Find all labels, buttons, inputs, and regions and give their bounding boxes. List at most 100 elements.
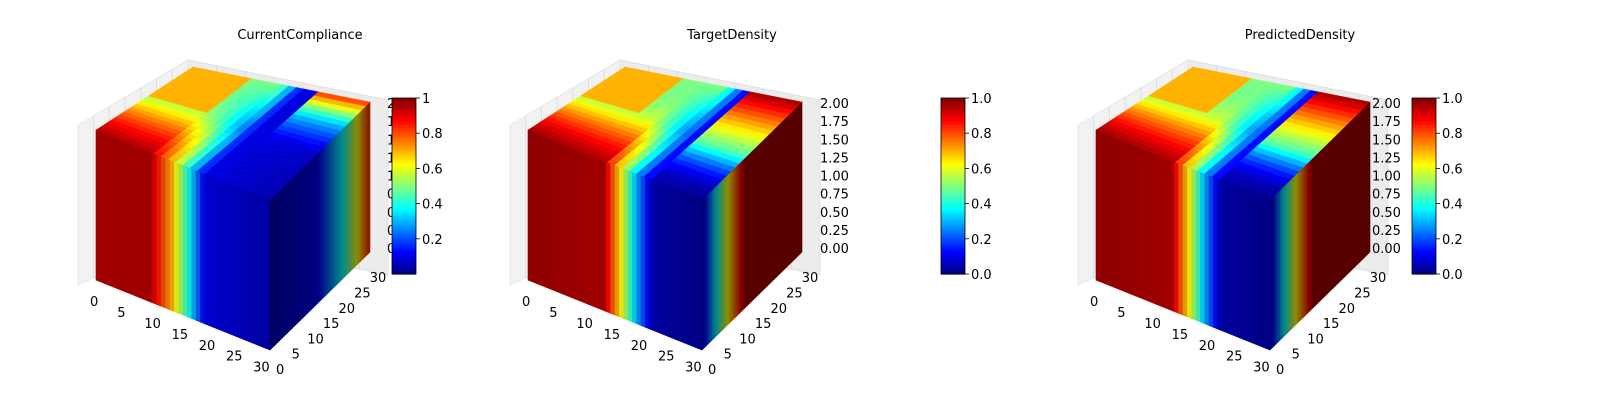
colorbar-band [941, 253, 965, 257]
right-face-strip [342, 125, 346, 280]
colorbar-band [941, 256, 965, 260]
colorbar-frame [940, 97, 966, 275]
x-tick-label: 30 [685, 361, 702, 376]
colorbar-band [1412, 106, 1436, 111]
colorbar-band [1412, 144, 1436, 149]
front-face-strip [697, 197, 703, 351]
front-face-strip [610, 162, 616, 316]
right-face-strip [302, 164, 306, 319]
front-face-strip [1108, 134, 1114, 288]
z-tick-label: 2.00 [820, 97, 849, 112]
colorbar-band [941, 194, 965, 199]
front-face-strip [575, 148, 581, 302]
right-face-strip [716, 182, 720, 337]
front-face-strip [1117, 138, 1123, 291]
right-face-strip [284, 182, 288, 337]
right-face-strip [794, 106, 798, 261]
colorbar-frame [1411, 97, 1437, 275]
colorbar-band [392, 238, 416, 243]
front-face-strip [693, 196, 698, 349]
right-face-strip [1347, 120, 1351, 275]
colorbar-band [941, 115, 965, 120]
colorbar-band [392, 256, 416, 260]
x-tick-label: 20 [631, 339, 648, 354]
front-face-strip [1226, 182, 1232, 335]
right-face-strip [1352, 115, 1356, 270]
voxel-cube [527, 66, 803, 351]
right-face-strip [1319, 147, 1323, 302]
front-face-strip [1265, 197, 1271, 351]
right-face-strip [736, 162, 740, 317]
y-tick-label: 15 [323, 317, 340, 332]
x-tick-label: 30 [253, 361, 270, 376]
front-face-strip [1147, 150, 1153, 304]
front-face-strip [671, 187, 677, 340]
right-face-strip [289, 177, 293, 332]
x-tick-label: 15 [172, 328, 189, 343]
colorbar-band [392, 191, 416, 196]
front-face-strip [256, 194, 262, 347]
right-face-strip [1327, 140, 1331, 295]
front-face-strip [688, 194, 694, 347]
x-tick-label: 15 [1172, 328, 1189, 343]
front-face-strip [265, 197, 271, 351]
colorbar-band [941, 133, 965, 137]
colorbar-band [392, 259, 416, 263]
right-face-strip [1292, 174, 1296, 329]
front-face-strip [536, 133, 542, 286]
right-face-strip [781, 118, 785, 273]
front-face-strip [1095, 129, 1101, 283]
colorbar-band [392, 139, 416, 143]
colorbar-band [392, 209, 416, 213]
colorbar-band [1412, 180, 1436, 184]
front-face-strip [632, 171, 638, 325]
colorbar-tick-label: 0.2 [971, 233, 992, 248]
front-face-strip [1130, 143, 1136, 297]
colorbar-band [941, 188, 965, 193]
colorbar-band [941, 200, 965, 205]
front-face-strip [165, 157, 171, 311]
colorbar-tick-label: 0.8 [971, 127, 992, 142]
colorbar-band [941, 100, 965, 105]
colorbar-band [1412, 253, 1436, 257]
y-tick-label: 20 [339, 302, 356, 317]
right-face-strip [1344, 123, 1348, 278]
front-face-strip [1126, 141, 1132, 295]
right-face-strip [1329, 138, 1333, 292]
colorbar-band [1412, 271, 1436, 275]
z-tick-label: 1.75 [820, 115, 849, 130]
colorbar-band [1412, 188, 1436, 193]
front-face-strip [571, 147, 577, 300]
front-face-strip [156, 154, 162, 307]
right-face-strip [1362, 106, 1366, 261]
front-face-strip [169, 159, 175, 312]
front-face-strip [121, 140, 127, 293]
front-face-strip [160, 155, 166, 309]
front-face-strip [553, 140, 559, 293]
y-tick-label: 10 [1307, 332, 1324, 347]
colorbar-band [941, 118, 965, 123]
colorbar-band [1412, 162, 1436, 167]
front-face-strip [1204, 173, 1210, 326]
y-tick-label: 30 [1370, 271, 1387, 286]
front-face-strip [619, 166, 624, 319]
y-tick-label: 25 [354, 286, 371, 301]
y-tick-label: 5 [724, 348, 732, 363]
colorbar-band [392, 112, 416, 117]
colorbar-band [941, 191, 965, 196]
colorbar-band [392, 174, 416, 178]
colorbar-band [1412, 98, 1436, 102]
z-tick-label: 0.00 [820, 242, 849, 257]
voxel-cube [1095, 66, 1371, 351]
colorbar: 0.0 0.2 0.4 0.6 0.8 1.0 [940, 92, 992, 283]
colorbar-band [1412, 142, 1436, 146]
right-face-strip [327, 140, 331, 295]
front-face-strip [601, 159, 607, 312]
right-face-strip [1314, 152, 1318, 307]
colorbar-band [941, 142, 965, 146]
y-tick-label: 15 [1323, 317, 1340, 332]
colorbar-band [392, 147, 416, 152]
colorbar-band [941, 121, 965, 125]
front-face-strip [1191, 168, 1197, 321]
x-tick-label: 0 [1090, 295, 1098, 310]
